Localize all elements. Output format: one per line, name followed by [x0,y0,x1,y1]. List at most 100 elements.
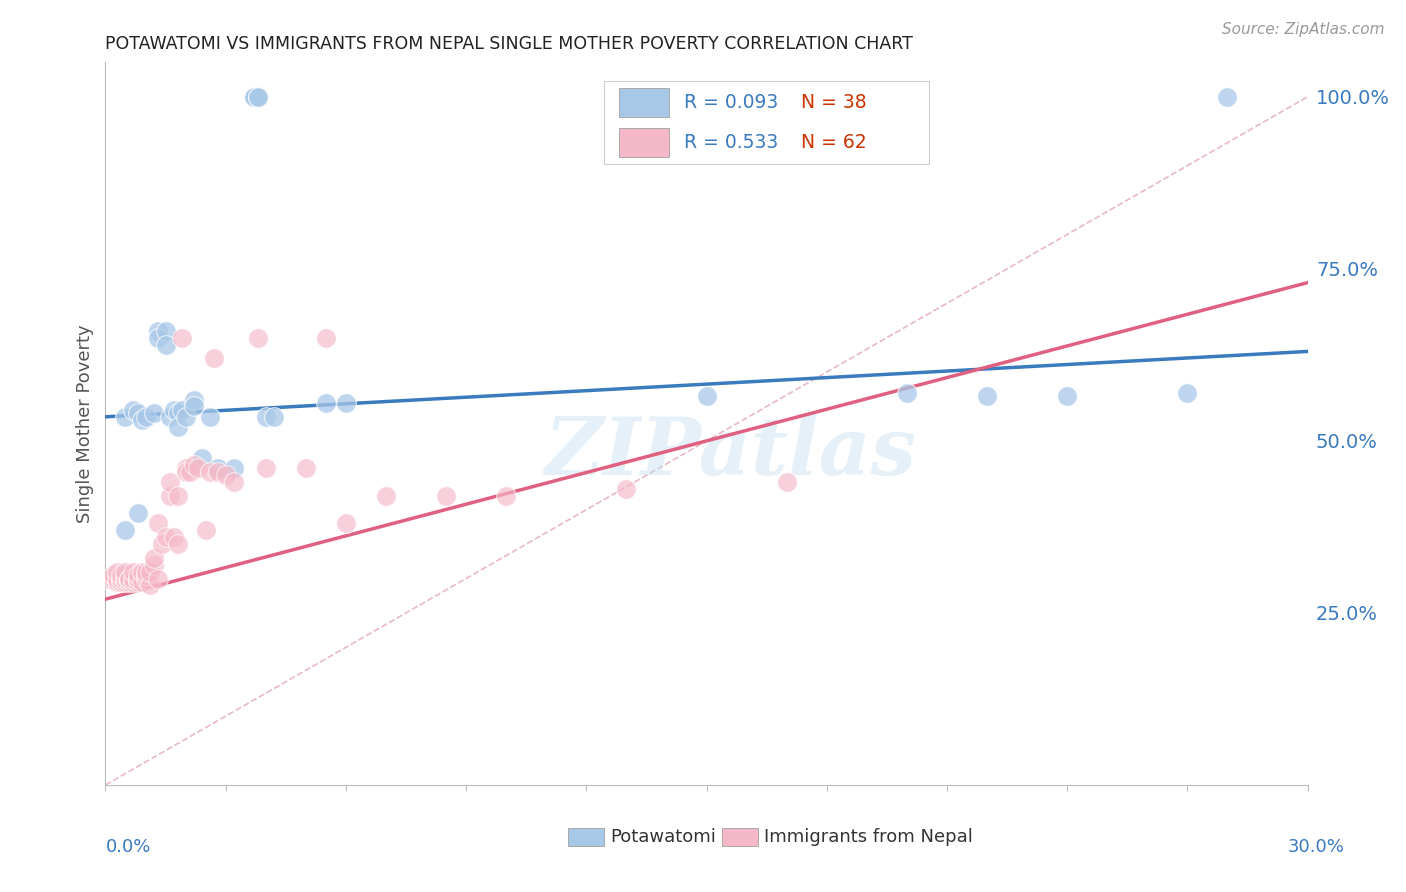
Point [118,574,141,589]
Point [254,461,277,475]
Point [114,565,136,579]
Y-axis label: Single Mother Poverty: Single Mother Poverty [76,325,94,523]
Point [162,403,184,417]
Point [174,409,197,424]
Point [110,568,132,582]
Point [114,574,136,589]
Point [138,578,160,592]
Point [174,461,197,475]
Point [263,409,285,424]
Point [170,331,193,345]
Point [202,351,225,366]
FancyBboxPatch shape [723,829,758,847]
Point [976,389,998,403]
Point [214,468,236,483]
Point [207,461,229,475]
Point [146,572,169,586]
Point [194,524,217,538]
Point [198,409,221,424]
Point [315,396,337,410]
FancyBboxPatch shape [605,80,929,163]
Point [107,574,129,589]
Point [155,324,177,338]
Point [127,574,149,589]
Point [183,400,205,414]
Point [162,530,184,544]
Point [159,475,181,490]
Point [222,475,245,490]
Point [122,565,145,579]
Point [142,558,165,572]
Point [114,572,136,586]
Text: Source: ZipAtlas.com: Source: ZipAtlas.com [1222,22,1385,37]
Point [131,413,153,427]
FancyBboxPatch shape [619,128,669,157]
Text: N = 38: N = 38 [801,93,868,112]
Text: 30.0%: 30.0% [1288,838,1344,856]
Point [122,574,145,589]
Text: Potawatomi: Potawatomi [610,828,716,846]
Point [110,572,132,586]
Point [335,396,357,410]
Point [166,537,188,551]
Point [155,337,177,351]
Point [103,568,125,582]
Point [190,451,212,466]
Point [114,524,136,538]
Point [103,572,125,586]
Point [295,461,318,475]
Point [375,489,398,503]
Point [146,516,169,531]
Point [174,465,197,479]
Point [187,461,209,475]
Point [114,568,136,582]
Point [696,389,718,403]
Text: ZIPatlas: ZIPatlas [544,414,917,491]
Point [155,530,177,544]
Text: N = 62: N = 62 [801,133,868,153]
Point [183,392,205,407]
Point [127,406,149,420]
Point [246,90,269,104]
Point [135,409,157,424]
Point [142,550,165,565]
Point [131,565,153,579]
Point [131,574,153,589]
Point [127,572,149,586]
Text: Immigrants from Nepal: Immigrants from Nepal [765,828,973,846]
Point [246,331,269,345]
FancyBboxPatch shape [568,829,605,847]
Point [118,572,141,586]
Text: POTAWATOMI VS IMMIGRANTS FROM NEPAL SINGLE MOTHER POVERTY CORRELATION CHART: POTAWATOMI VS IMMIGRANTS FROM NEPAL SING… [105,35,914,53]
Point [616,482,638,496]
Text: 0.0%: 0.0% [105,838,150,856]
Point [159,489,181,503]
Point [159,409,181,424]
Point [135,568,157,582]
Point [242,90,264,104]
Point [179,465,201,479]
Point [242,90,264,104]
Point [315,331,337,345]
Point [434,489,457,503]
Point [122,403,145,417]
Point [127,568,149,582]
Point [166,489,188,503]
Point [127,506,149,520]
Point [107,565,129,579]
Point [98,572,121,586]
Point [254,409,277,424]
Point [110,574,132,589]
Point [146,324,169,338]
Point [198,465,221,479]
FancyBboxPatch shape [619,87,669,117]
Point [135,565,157,579]
Point [138,565,160,579]
Point [166,406,188,420]
Point [183,458,205,472]
Point [166,420,188,434]
Point [146,331,169,345]
Point [107,572,129,586]
Point [1056,389,1078,403]
Point [142,406,165,420]
